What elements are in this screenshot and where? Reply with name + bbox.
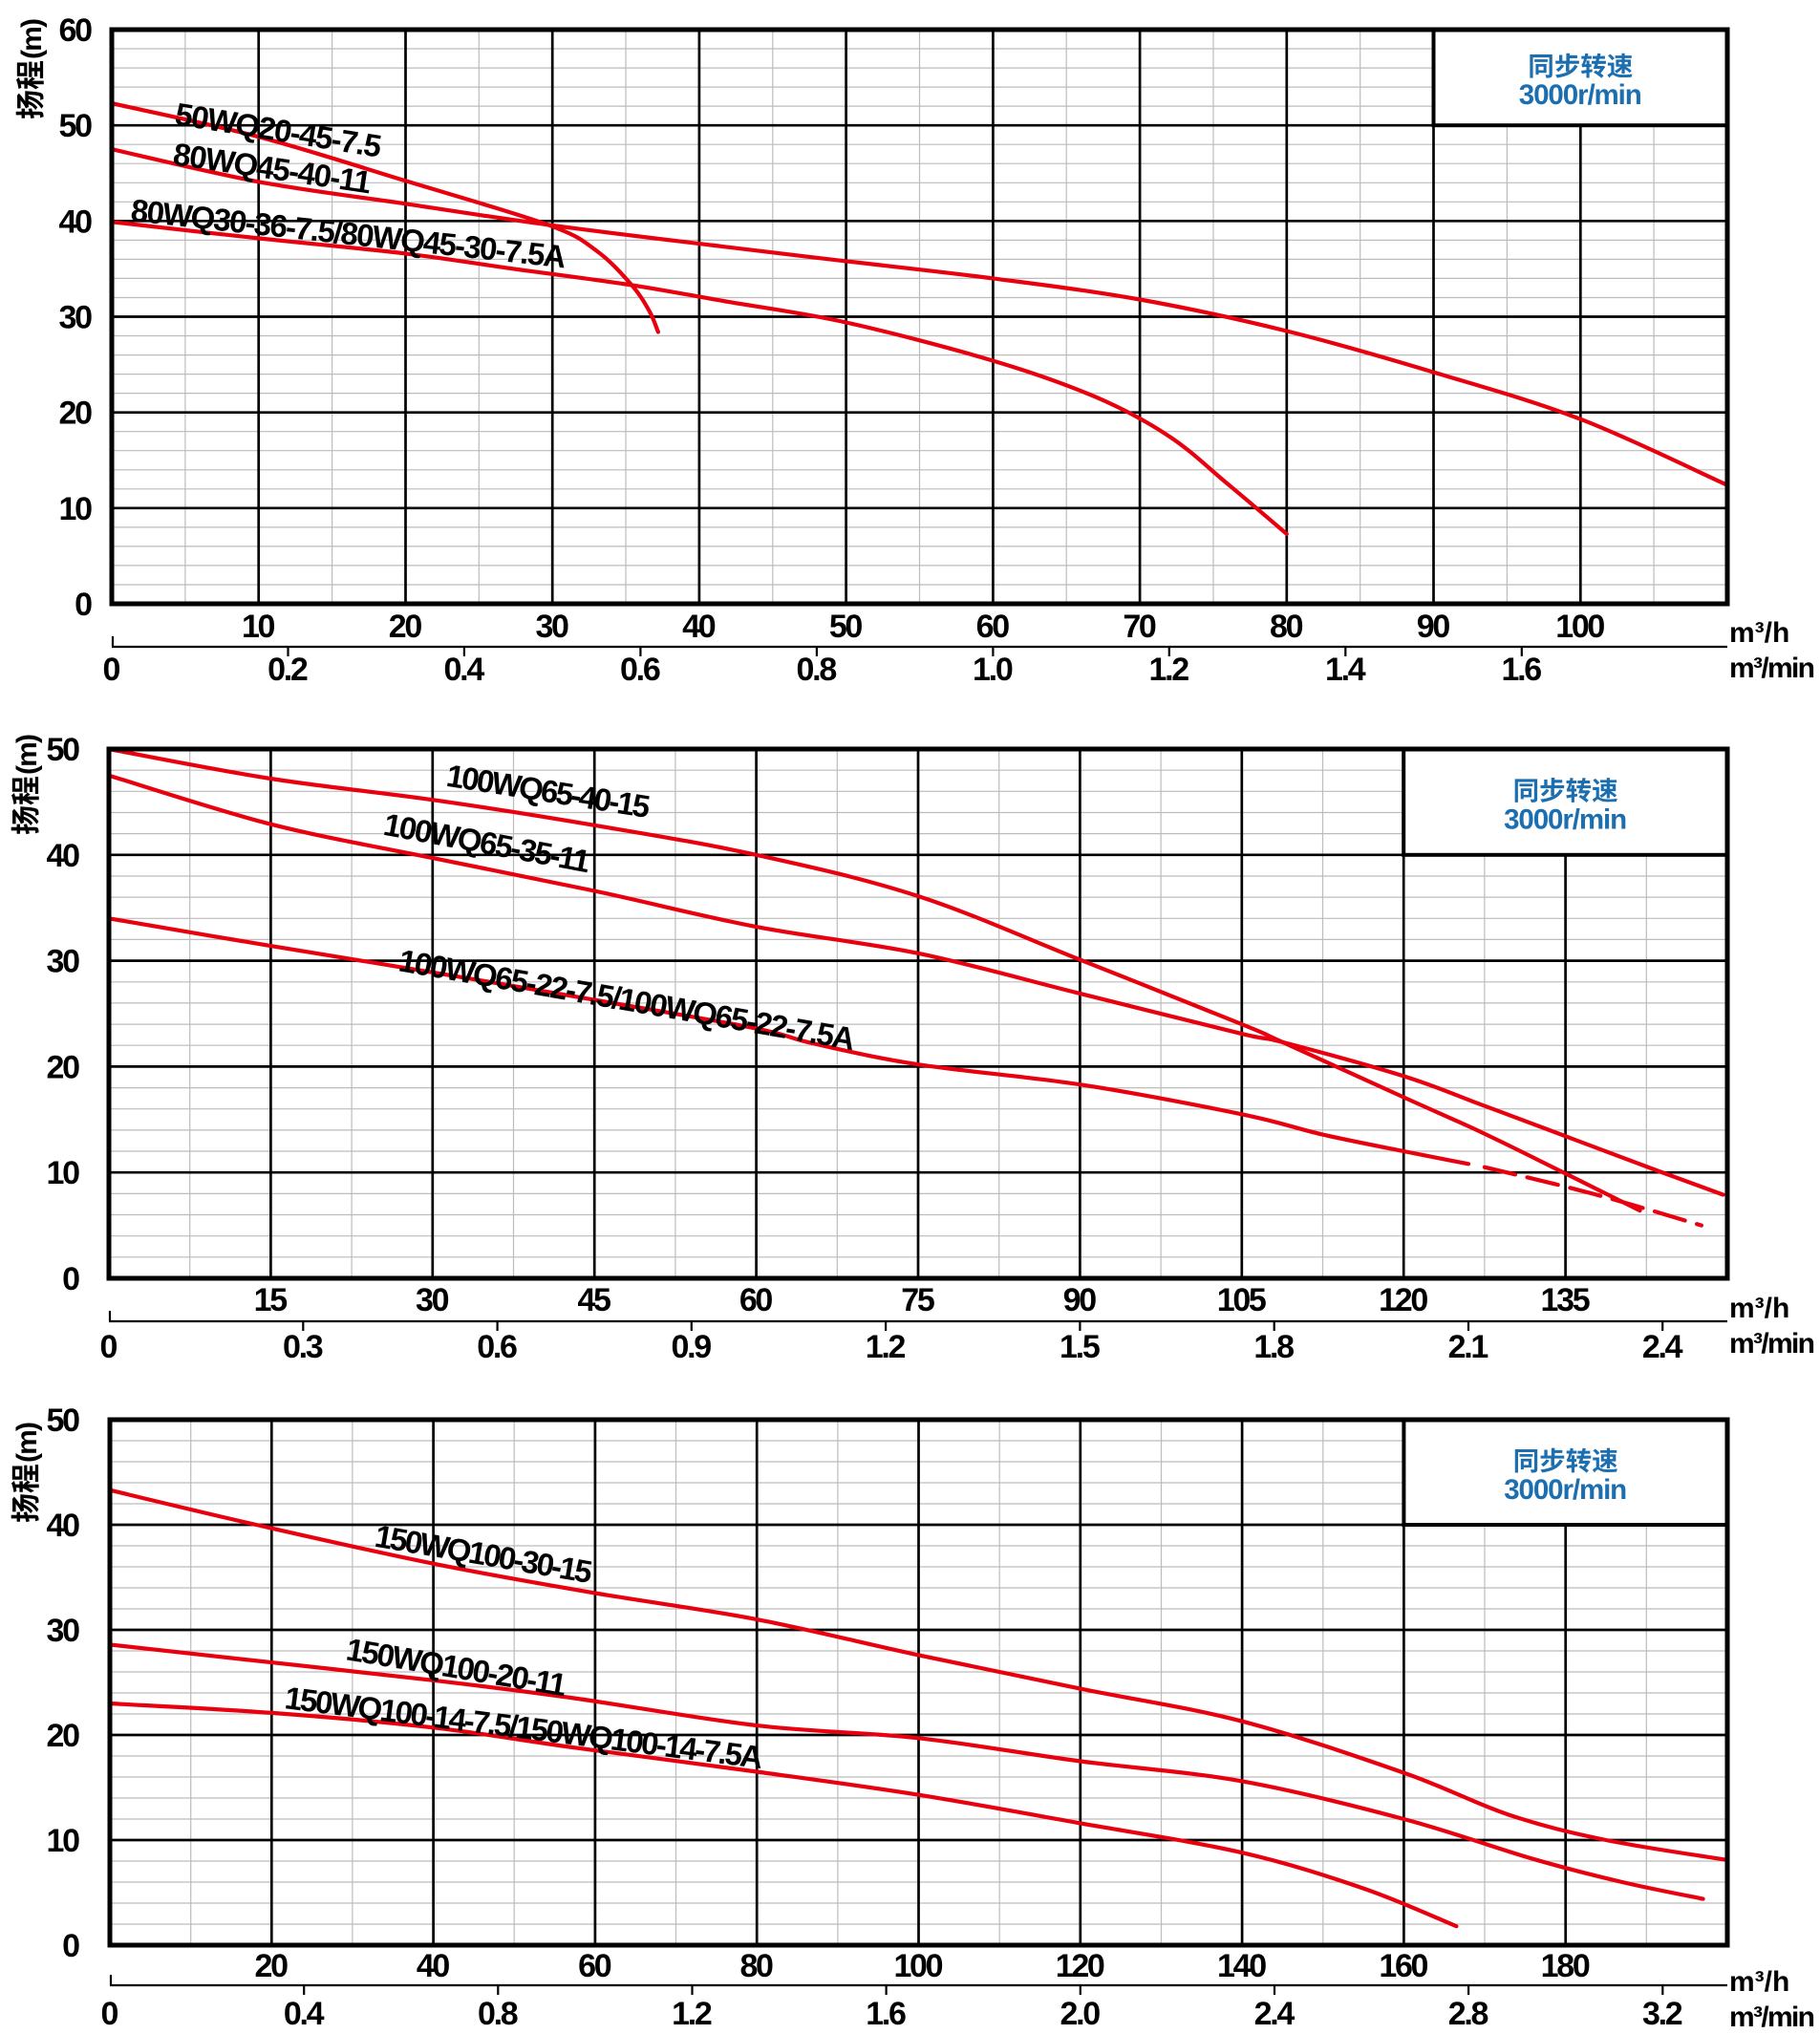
svg-text:60: 60 xyxy=(976,609,1011,645)
svg-text:1.8: 1.8 xyxy=(1253,1329,1295,1365)
svg-text:10: 10 xyxy=(47,1823,81,1859)
svg-text:160: 160 xyxy=(1379,1948,1428,1984)
svg-text:20: 20 xyxy=(389,609,423,645)
svg-text:2.0: 2.0 xyxy=(1060,1996,1101,2032)
svg-text:0: 0 xyxy=(62,1261,80,1297)
svg-text:2.4: 2.4 xyxy=(1254,1996,1295,2032)
svg-text:2.4: 2.4 xyxy=(1642,1329,1683,1365)
svg-text:50: 50 xyxy=(829,609,864,645)
svg-text:45: 45 xyxy=(577,1282,611,1318)
svg-text:30: 30 xyxy=(59,300,94,336)
svg-text:140: 140 xyxy=(1217,1948,1267,1984)
svg-text:0.6: 0.6 xyxy=(620,652,661,688)
svg-text:80: 80 xyxy=(739,1948,774,1984)
svg-text:40: 40 xyxy=(47,1508,81,1544)
svg-text:70: 70 xyxy=(1123,609,1157,645)
svg-text:3000r/min: 3000r/min xyxy=(1519,79,1642,111)
svg-text:50: 50 xyxy=(59,108,94,144)
svg-text:0: 0 xyxy=(62,1928,80,1964)
svg-text:m³/min: m³/min xyxy=(1729,2002,1815,2033)
svg-text:30: 30 xyxy=(47,944,81,980)
svg-text:0.4: 0.4 xyxy=(284,1996,325,2032)
svg-text:20: 20 xyxy=(47,1049,81,1085)
svg-text:1.2: 1.2 xyxy=(1148,652,1189,688)
svg-text:2.8: 2.8 xyxy=(1448,1996,1489,2032)
svg-text:1.2: 1.2 xyxy=(866,1329,907,1365)
svg-text:10: 10 xyxy=(59,491,94,527)
svg-text:1.6: 1.6 xyxy=(866,1996,907,2032)
svg-text:180: 180 xyxy=(1541,1948,1591,1984)
svg-text:120: 120 xyxy=(1056,1948,1105,1984)
svg-text:m³/min: m³/min xyxy=(1729,1328,1815,1360)
svg-text:0.4: 0.4 xyxy=(444,652,485,688)
svg-text:60: 60 xyxy=(739,1282,774,1318)
svg-text:3000r/min: 3000r/min xyxy=(1504,1474,1627,1506)
svg-text:20: 20 xyxy=(47,1718,81,1754)
svg-text:60: 60 xyxy=(578,1948,612,1984)
svg-text:120: 120 xyxy=(1379,1282,1428,1318)
svg-text:0: 0 xyxy=(75,587,93,623)
svg-text:m³/h: m³/h xyxy=(1729,1293,1789,1324)
svg-text:40: 40 xyxy=(47,838,81,874)
svg-text:60: 60 xyxy=(59,12,94,49)
svg-text:1.6: 1.6 xyxy=(1501,652,1542,688)
svg-text:90: 90 xyxy=(1417,609,1451,645)
svg-text:100: 100 xyxy=(1555,609,1605,645)
svg-text:3000r/min: 3000r/min xyxy=(1504,803,1627,835)
svg-text:1.0: 1.0 xyxy=(973,652,1014,688)
svg-text:(m): (m) xyxy=(16,18,48,59)
svg-text:10: 10 xyxy=(47,1155,81,1191)
svg-text:50: 50 xyxy=(47,732,81,768)
svg-text:30: 30 xyxy=(535,609,569,645)
svg-text:135: 135 xyxy=(1541,1282,1591,1318)
svg-text:(m): (m) xyxy=(11,734,43,775)
svg-text:75: 75 xyxy=(901,1282,935,1318)
svg-text:80: 80 xyxy=(1270,609,1304,645)
svg-text:20: 20 xyxy=(255,1948,289,1984)
svg-text:0: 0 xyxy=(103,652,121,688)
svg-text:40: 40 xyxy=(417,1948,451,1984)
svg-text:3.2: 3.2 xyxy=(1642,1996,1683,2032)
svg-text:15: 15 xyxy=(254,1282,289,1318)
svg-text:105: 105 xyxy=(1217,1282,1267,1318)
svg-text:1.5: 1.5 xyxy=(1060,1329,1101,1365)
svg-text:40: 40 xyxy=(682,609,717,645)
svg-text:0.9: 0.9 xyxy=(671,1329,712,1365)
svg-text:0.6: 0.6 xyxy=(477,1329,518,1365)
svg-text:50: 50 xyxy=(47,1402,81,1439)
svg-text:m³/h: m³/h xyxy=(1729,617,1789,649)
svg-text:40: 40 xyxy=(59,203,94,240)
svg-text:m³/h: m³/h xyxy=(1729,1966,1789,1998)
svg-text:0.8: 0.8 xyxy=(797,652,838,688)
svg-text:2.1: 2.1 xyxy=(1448,1329,1489,1365)
svg-text:0: 0 xyxy=(100,1329,118,1365)
svg-text:1.2: 1.2 xyxy=(672,1996,713,2032)
svg-text:90: 90 xyxy=(1063,1282,1098,1318)
svg-text:(m): (m) xyxy=(11,1422,43,1463)
svg-text:m³/min: m³/min xyxy=(1729,653,1815,684)
svg-text:30: 30 xyxy=(47,1613,81,1649)
svg-text:0: 0 xyxy=(101,1996,119,2032)
svg-text:30: 30 xyxy=(416,1282,450,1318)
svg-text:20: 20 xyxy=(59,396,94,432)
svg-text:0.8: 0.8 xyxy=(478,1996,519,2032)
svg-text:0.3: 0.3 xyxy=(283,1329,324,1365)
svg-text:10: 10 xyxy=(242,609,276,645)
svg-text:0.2: 0.2 xyxy=(268,652,309,688)
svg-text:100: 100 xyxy=(893,1948,943,1984)
svg-text:1.4: 1.4 xyxy=(1325,652,1366,688)
